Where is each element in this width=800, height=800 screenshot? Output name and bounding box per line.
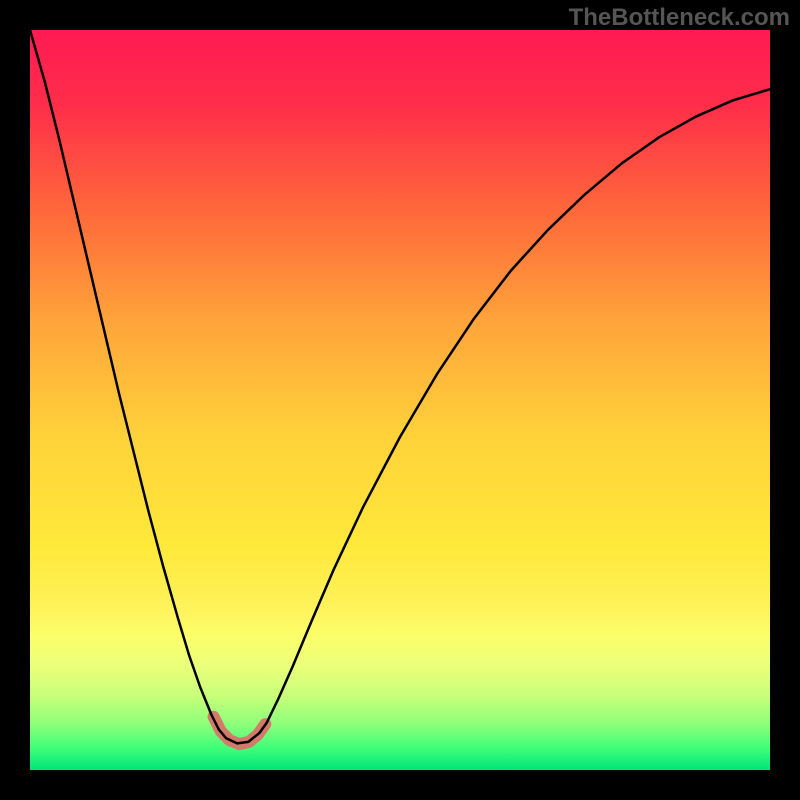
plot-area bbox=[30, 30, 770, 770]
chart-svg bbox=[30, 30, 770, 770]
gradient-background bbox=[30, 30, 770, 770]
watermark-text: TheBottleneck.com bbox=[569, 4, 790, 32]
chart-container: TheBottleneck.com bbox=[0, 0, 800, 800]
